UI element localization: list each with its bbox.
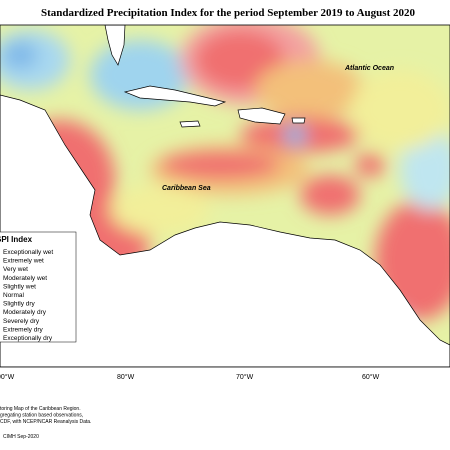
land-jamaica bbox=[179, 120, 201, 128]
legend-item: Extremely wet bbox=[3, 258, 44, 265]
land-puerto-rico bbox=[291, 117, 306, 124]
legend-item: Moderately wet bbox=[3, 275, 47, 282]
footnote: CDF, with NCEP/NCAR Reanalysis Data. bbox=[0, 419, 91, 425]
longitude-label: 80°W bbox=[117, 373, 135, 381]
legend-item: Slightly dry bbox=[3, 301, 36, 308]
credit: CIMH Sep-2020 bbox=[3, 434, 39, 440]
map-frame bbox=[0, 24, 450, 368]
legend-box bbox=[0, 231, 77, 343]
map-title: Standardized Precipitation Index for the… bbox=[41, 7, 416, 19]
legend-item: Severely dry bbox=[3, 318, 40, 325]
land-mainland bbox=[0, 94, 450, 367]
legend-item: Very wet bbox=[3, 266, 28, 273]
legend-title: SPI Index bbox=[0, 235, 33, 244]
land-hispaniola bbox=[237, 107, 286, 125]
legend-item: Slightly wet bbox=[3, 283, 36, 290]
legend-item: Exceptionally wet bbox=[3, 249, 53, 256]
legend-item: Exceptionally dry bbox=[3, 335, 53, 342]
legend-item: Moderately dry bbox=[3, 309, 47, 316]
sea-label: Caribbean Sea bbox=[162, 185, 211, 192]
footnote: gregating station based observations, bbox=[0, 413, 83, 419]
longitude-label: 60°W bbox=[362, 373, 380, 381]
footnote: toring Map of the Caribbean Region. bbox=[0, 406, 81, 412]
legend: SPI Index Exceptionally wet Extremely wet… bbox=[0, 231, 77, 343]
longitude-label: 70°W bbox=[236, 373, 254, 381]
land-florida bbox=[104, 25, 126, 66]
longitude-label: 90°W bbox=[0, 373, 15, 381]
legend-item: Extremely dry bbox=[3, 326, 43, 333]
ocean-label: Atlantic Ocean bbox=[344, 65, 394, 72]
land-cuba bbox=[123, 85, 227, 107]
legend-item: Normal bbox=[3, 292, 25, 299]
